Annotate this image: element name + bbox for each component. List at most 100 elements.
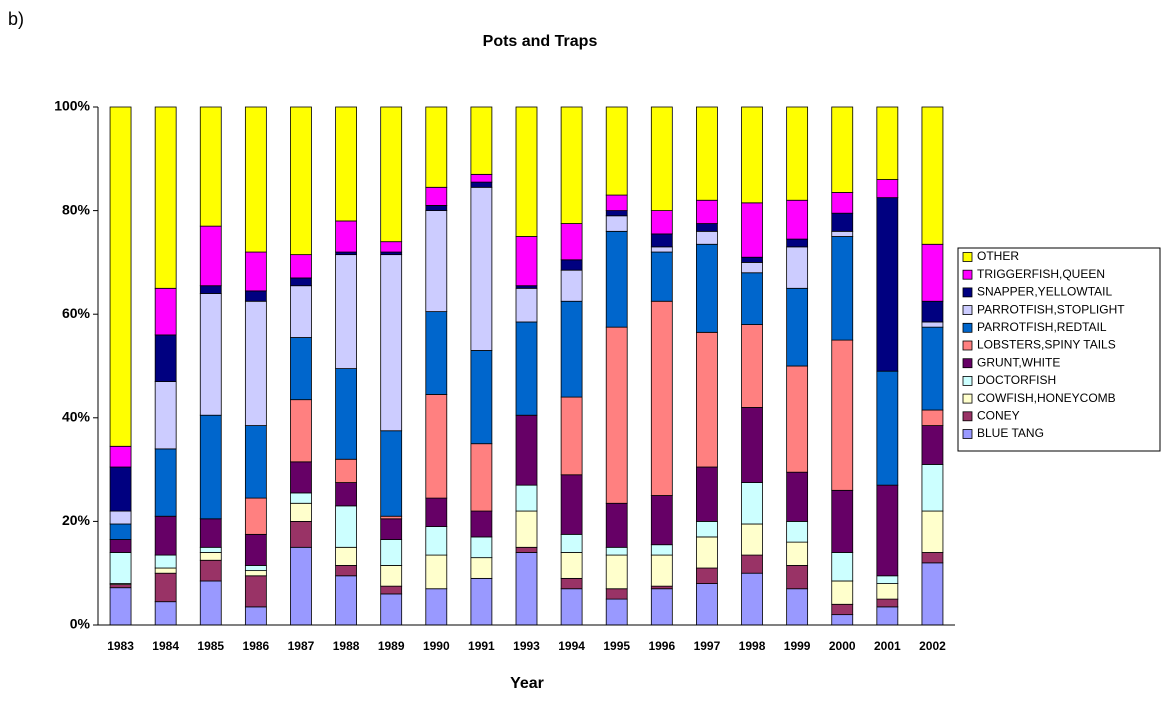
bar-segment xyxy=(244,533,267,566)
bar-segment xyxy=(244,290,267,302)
y-tick-label: 80% xyxy=(62,201,91,217)
bar-segment xyxy=(515,287,538,323)
legend-swatch xyxy=(962,375,973,386)
bar-segment xyxy=(335,575,357,626)
bar-segment xyxy=(605,598,628,626)
bar-segment xyxy=(335,565,357,577)
bar-segment xyxy=(335,254,357,369)
bar-segment xyxy=(335,458,357,483)
bar-segment xyxy=(290,502,312,522)
x-tick-label: 2002 xyxy=(919,639,946,653)
bar-segment xyxy=(199,559,222,582)
bar-segment xyxy=(741,554,763,574)
bar-segment xyxy=(199,546,222,553)
bar-segment xyxy=(831,106,854,193)
bar-segment xyxy=(831,614,854,626)
bar-segment xyxy=(290,106,312,256)
bar-segment xyxy=(605,546,628,556)
bar-segment xyxy=(921,300,944,323)
bar-segment xyxy=(831,552,854,582)
bar-segment xyxy=(831,236,854,341)
bar-segment xyxy=(696,536,718,569)
bar-segment xyxy=(515,236,538,287)
bar-segment xyxy=(696,466,718,522)
bar-segment xyxy=(154,287,177,336)
bar-segment xyxy=(470,536,493,559)
bar-segment xyxy=(425,205,448,211)
bar-segment xyxy=(425,588,448,626)
bar-segment xyxy=(244,606,267,626)
bar-segment xyxy=(696,223,718,232)
bar-segment xyxy=(921,464,944,512)
bar-segment xyxy=(515,414,538,486)
bar-segment xyxy=(290,285,312,338)
bar-segment xyxy=(470,186,493,351)
bar-segment xyxy=(650,544,673,556)
bar-segment xyxy=(154,334,177,382)
x-tick-label: 1989 xyxy=(378,639,405,653)
bar-segment xyxy=(515,546,538,553)
bar-segment xyxy=(109,552,132,584)
bar-segment xyxy=(244,570,267,577)
bar-segment xyxy=(605,502,628,548)
legend-swatch xyxy=(962,411,973,422)
bar-segment xyxy=(380,254,403,432)
bar-segment xyxy=(696,199,718,224)
bar-segment xyxy=(786,246,809,289)
bar-segment xyxy=(290,492,312,504)
bar-segment xyxy=(290,521,312,548)
x-tick-label: 1990 xyxy=(423,639,450,653)
bar-segment xyxy=(335,546,357,566)
bar-segment xyxy=(244,300,267,426)
bar-segment xyxy=(515,484,538,512)
bar-segment xyxy=(199,225,222,287)
bar-segment xyxy=(831,339,854,491)
bar-segment xyxy=(605,554,628,590)
bar-segment xyxy=(470,106,493,175)
bar-segment xyxy=(425,526,448,556)
bar-segment xyxy=(380,565,403,587)
bar-segment xyxy=(831,489,854,553)
legend-label: PARROTFISH,REDTAIL xyxy=(977,320,1107,334)
x-tick-label: 1988 xyxy=(333,639,360,653)
bar-segment xyxy=(921,243,944,302)
bar-segment xyxy=(425,186,448,206)
bar-segment xyxy=(470,510,493,538)
x-tick-label: 1993 xyxy=(513,639,540,653)
bar-segment xyxy=(335,505,357,548)
bar-segment xyxy=(380,539,403,566)
bar-segment xyxy=(560,588,583,626)
bar-segment xyxy=(786,287,809,367)
x-tick-label: 1991 xyxy=(468,639,495,653)
bar-segment xyxy=(335,106,357,222)
x-tick-label: 1995 xyxy=(603,639,630,653)
bar-segment xyxy=(831,192,854,214)
bar-segment xyxy=(786,238,809,248)
panel-label: b) xyxy=(8,9,24,29)
bar-segment xyxy=(696,106,718,201)
bar-segment xyxy=(470,181,493,188)
bar-segment xyxy=(921,562,944,626)
bar-segment xyxy=(470,350,493,445)
y-tick-label: 100% xyxy=(54,98,90,114)
bar-segment xyxy=(109,587,132,626)
bar-segment xyxy=(470,557,493,579)
bar-segment xyxy=(109,466,132,512)
legend-box xyxy=(957,247,1161,452)
bar-segment xyxy=(380,585,403,595)
bar-segment xyxy=(650,554,673,587)
bar-segment xyxy=(741,407,763,483)
bar-segment xyxy=(650,251,673,302)
bar-segment xyxy=(335,482,357,507)
bar-segment xyxy=(696,521,718,538)
bar-segment xyxy=(696,243,718,333)
bar-segment xyxy=(380,430,403,517)
legend-swatch xyxy=(962,305,973,316)
bar-segment xyxy=(154,601,177,626)
x-tick-label: 1999 xyxy=(784,639,811,653)
bar-segment xyxy=(380,241,403,253)
bar-segment xyxy=(560,223,583,261)
bar-segment xyxy=(741,106,763,204)
bar-segment xyxy=(560,269,583,302)
